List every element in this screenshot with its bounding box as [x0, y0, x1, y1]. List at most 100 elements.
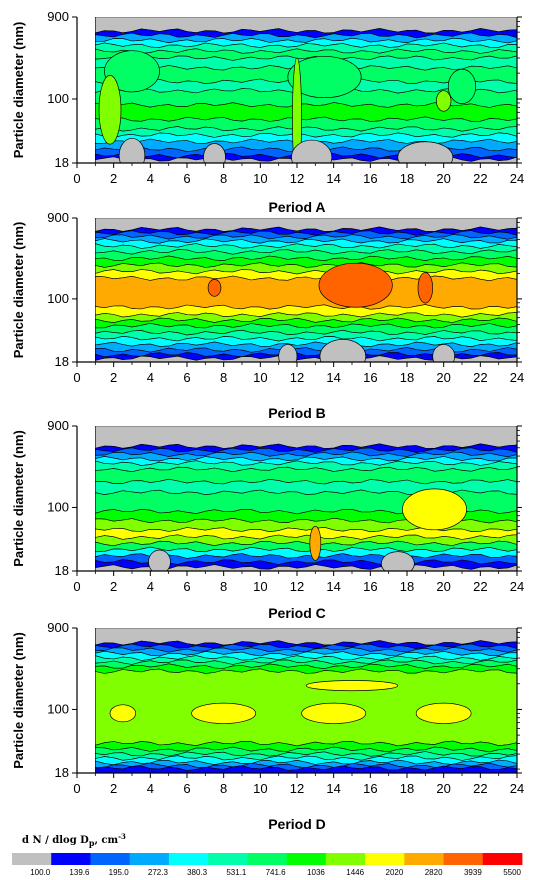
contour-patch — [109, 704, 137, 723]
colorbar-swatch — [168, 853, 209, 865]
x-tick-label: 12 — [290, 781, 304, 796]
colorbar-tick-label: 2820 — [425, 868, 443, 877]
contour-band — [95, 355, 517, 362]
x-tick-label: 0 — [73, 370, 80, 385]
y-tick-label: 100 — [47, 91, 69, 106]
colorbar-tick-label: 100.0 — [30, 868, 51, 877]
panel-title: Period C — [268, 605, 326, 621]
x-tick-label: 20 — [436, 781, 450, 796]
contour-patch — [319, 339, 367, 362]
x-tick-label: 10 — [253, 579, 267, 594]
colorbar-tick-label: 195.0 — [109, 868, 130, 877]
x-tick-label: 6 — [183, 370, 190, 385]
colorbar-title-unit: , cm — [94, 835, 118, 846]
y-tick-label: 900 — [47, 418, 69, 433]
contour-patch — [278, 344, 298, 362]
contour-patch — [287, 56, 362, 99]
colorbar-swatch — [443, 853, 484, 865]
x-tick-label: 18 — [400, 781, 414, 796]
contour-band — [95, 765, 517, 773]
x-tick-label: 2 — [110, 171, 117, 186]
colorbar-swatch — [404, 853, 444, 865]
x-tick-label: 20 — [436, 579, 450, 594]
y-axis-label: Particle diameter (nm) — [11, 430, 26, 567]
y-axis-label: Particle diameter (nm) — [11, 22, 26, 159]
colorbar-swatch — [208, 853, 248, 865]
colorbar-tick-label: 380.3 — [187, 868, 208, 877]
plot-area — [95, 17, 517, 163]
panel-title: Period D — [268, 816, 326, 832]
colorbar-swatch — [365, 853, 405, 865]
x-tick-label: 22 — [473, 579, 487, 594]
colorbar-title-sup: -3 — [118, 832, 126, 841]
contour-patch — [415, 702, 472, 724]
colorbar-swatch — [90, 853, 131, 865]
colorbar-tick-label: 272.3 — [148, 868, 169, 877]
x-tick-label: 18 — [400, 579, 414, 594]
colorbar-swatch — [482, 853, 523, 865]
x-tick-label: 24 — [510, 171, 524, 186]
contour-patch — [402, 488, 467, 531]
x-tick-label: 8 — [220, 781, 227, 796]
contour-band — [95, 275, 517, 310]
y-tick-label: 18 — [55, 354, 69, 369]
x-tick-label: 6 — [183, 579, 190, 594]
x-tick-label: 14 — [326, 370, 340, 385]
colorbar-swatch — [325, 853, 366, 865]
colorbar-tick-label: 741.6 — [266, 868, 287, 877]
contour-patch — [104, 50, 160, 93]
panel-title: Period B — [268, 405, 326, 421]
contour-patch — [118, 137, 146, 163]
y-tick-label: 100 — [47, 499, 69, 514]
y-tick-label: 18 — [55, 765, 69, 780]
x-tick-label: 4 — [147, 781, 154, 796]
x-tick-label: 18 — [400, 370, 414, 385]
colorbar-tick-label: 1446 — [346, 868, 364, 877]
colorbar-tick-label: 2020 — [386, 868, 404, 877]
contour-patch — [380, 551, 415, 571]
x-tick-label: 4 — [147, 370, 154, 385]
x-tick-label: 16 — [363, 579, 377, 594]
colorbar-swatch — [12, 853, 52, 865]
plot-area — [95, 218, 517, 362]
contour-patch — [98, 75, 122, 145]
x-tick-label: 24 — [510, 781, 524, 796]
x-tick-label: 24 — [510, 370, 524, 385]
contour-patch — [207, 279, 222, 297]
contour-patch — [309, 525, 322, 561]
x-tick-label: 0 — [73, 171, 80, 186]
x-tick-label: 22 — [473, 781, 487, 796]
contour-patch — [397, 141, 454, 163]
y-tick-label: 100 — [47, 291, 69, 306]
colorbar-swatch — [129, 853, 170, 865]
x-tick-label: 16 — [363, 171, 377, 186]
contour-patch — [301, 702, 367, 724]
x-tick-label: 4 — [147, 171, 154, 186]
colorbar-swatch — [247, 853, 288, 865]
colorbar-swatch — [286, 853, 327, 865]
contour-patch — [305, 680, 399, 692]
x-tick-label: 10 — [253, 781, 267, 796]
x-tick-label: 10 — [253, 370, 267, 385]
colorbar-tick-label: 139.6 — [69, 868, 90, 877]
x-tick-label: 2 — [110, 370, 117, 385]
contour-patch — [432, 344, 456, 362]
x-tick-label: 6 — [183, 781, 190, 796]
x-tick-label: 16 — [363, 370, 377, 385]
colorbar-swatch — [51, 853, 91, 865]
x-tick-label: 0 — [73, 781, 80, 796]
x-tick-label: 22 — [473, 171, 487, 186]
colorbar-tick-label: 531.1 — [226, 868, 247, 877]
contour-patch — [203, 143, 226, 163]
x-tick-label: 12 — [290, 579, 304, 594]
contour-patch — [435, 90, 452, 112]
colorbar-title-main: d N / dlog D — [22, 835, 89, 846]
x-tick-label: 12 — [290, 171, 304, 186]
panel-title: Period A — [268, 199, 325, 215]
y-tick-label: 18 — [55, 155, 69, 170]
x-tick-label: 10 — [253, 171, 267, 186]
x-tick-label: 2 — [110, 781, 117, 796]
